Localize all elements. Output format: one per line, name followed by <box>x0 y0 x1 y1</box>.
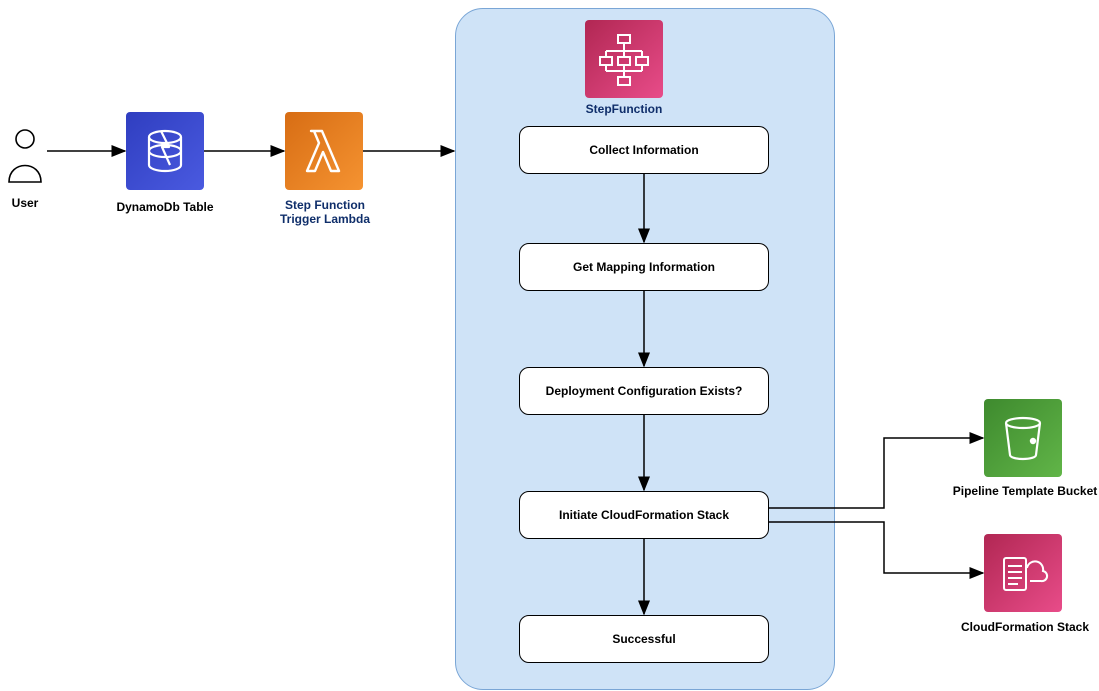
s3-bucket-icon <box>984 399 1062 477</box>
step-deployment-configuration-exists: Deployment Configuration Exists? <box>519 367 769 415</box>
cloudformation-label: CloudFormation Stack <box>940 620 1099 634</box>
user-icon <box>5 128 45 184</box>
dynamodb-label: DynamoDb Table <box>100 200 230 214</box>
s3-bucket-label: Pipeline Template Bucket <box>935 484 1099 498</box>
step-collect-information: Collect Information <box>519 126 769 174</box>
stepfunction-icon <box>585 20 663 98</box>
user-label: User <box>0 196 50 210</box>
step-get-mapping-information: Get Mapping Information <box>519 243 769 291</box>
lambda-icon <box>285 112 363 190</box>
lambda-label: Step Function Trigger Lambda <box>255 198 395 226</box>
dynamodb-icon <box>126 112 204 190</box>
stepfunction-label: StepFunction <box>564 102 684 116</box>
step-initiate-cloudformation-stack: Initiate CloudFormation Stack <box>519 491 769 539</box>
cloudformation-icon <box>984 534 1062 612</box>
step-successful: Successful <box>519 615 769 663</box>
